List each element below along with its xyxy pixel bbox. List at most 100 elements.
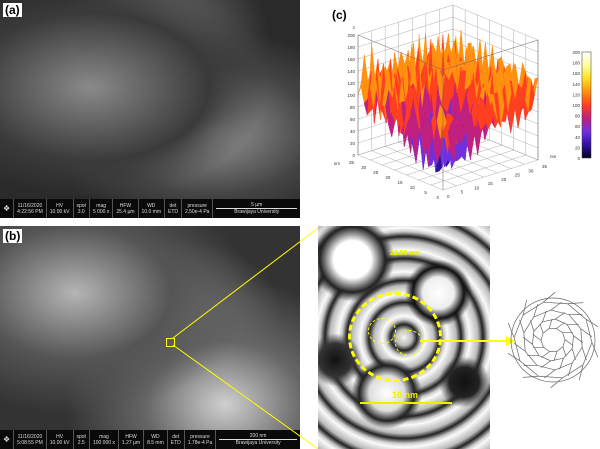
small-dashed-circle-2	[395, 330, 423, 356]
grid-line	[442, 159, 539, 191]
fullerene-c60-icon	[508, 291, 598, 389]
mag-label: mag	[99, 433, 109, 440]
y-tick-label: 25	[515, 173, 521, 178]
y-tick-label: 10	[474, 185, 480, 190]
grid-line	[357, 154, 444, 191]
x-tick-label: 25	[373, 170, 379, 175]
y-axis-label: nm	[550, 154, 557, 159]
wd: 8.5 mm	[147, 439, 164, 446]
colorbar-tick-label: 120	[572, 92, 580, 97]
panel-label-b: (b)	[3, 229, 23, 243]
z-tick-label: 200	[347, 33, 355, 38]
y-tick-label: 20	[501, 177, 507, 182]
x-tick-label: 30	[361, 165, 367, 170]
colorbar-tick-label: 60	[575, 124, 581, 129]
z-axis-label: z	[353, 25, 356, 30]
hfw-label: HFW	[119, 202, 132, 209]
det: ETD	[167, 208, 178, 215]
zoom-top-text: 22.50 nm	[390, 250, 420, 257]
mag-label: mag	[96, 202, 107, 209]
z-tick-label: 0	[352, 153, 355, 158]
det: ETD	[170, 439, 181, 446]
pressure-label: pressure	[187, 202, 207, 209]
colorbar-tick-label: 160	[572, 71, 580, 76]
grid-line	[385, 146, 471, 182]
date: 11/16/2020	[17, 202, 43, 209]
colorbar-tick-label: 180	[572, 61, 580, 66]
institution: Brawijaya University	[235, 440, 281, 446]
scale-bar-label: 200 nm	[219, 433, 297, 440]
x-tick-label: 0	[436, 195, 439, 200]
pressure: 2.50e-4 Pa	[184, 208, 210, 215]
spot-label: spot	[76, 433, 86, 440]
grid-line	[418, 149, 514, 181]
hv-label: HV	[56, 202, 64, 209]
panel-c: (c) 0 20 40 60 80 100 120 140 160 180 200 z 0 5 10 15 20…	[318, 0, 600, 210]
hfw: 25.4 µm	[116, 208, 135, 215]
colorbar-tick-label: 100	[572, 103, 580, 108]
wd: 10.0 mm	[141, 208, 161, 215]
y-tick-label: 0	[447, 194, 450, 199]
det-label: det	[172, 433, 180, 440]
z-tick-label: 80	[350, 105, 356, 110]
fei-logo-icon: ❖	[0, 430, 15, 449]
panel-label-c: (c)	[332, 8, 347, 22]
z-tick-label: 180	[347, 45, 355, 50]
scale-bar-label: 5 µm	[216, 202, 297, 209]
hv: 10.00 kV	[49, 439, 70, 446]
time: 4:22:56 PM	[17, 208, 43, 215]
mag: 5 000 x	[92, 208, 110, 215]
zoom-region-box	[166, 338, 175, 347]
y-tick-label: 30	[528, 168, 534, 173]
det-label: det	[169, 202, 177, 209]
x-tick-label: 5	[424, 190, 427, 195]
y-tick-label: 5	[461, 190, 464, 195]
zoom-line-bottom	[172, 344, 319, 449]
z-tick-label: 140	[347, 69, 355, 74]
date: 11/16/2020	[17, 433, 43, 440]
wd-label: WD	[151, 433, 160, 440]
box-edge	[357, 34, 444, 71]
pressure-label: pressure	[190, 433, 210, 440]
z-tick-label: 40	[350, 129, 356, 134]
pressure: 1.78e-4 Pa	[187, 439, 213, 446]
large-dashed-circle	[348, 292, 442, 382]
z-tick-label: 100	[347, 93, 355, 98]
x-axis-label: nm	[334, 161, 341, 166]
time: 5:08:55 PM	[17, 439, 43, 446]
hfw-label: HFW	[125, 433, 137, 440]
y-tick-label: 15	[488, 181, 494, 186]
colorbar	[581, 51, 592, 159]
colorbar-tick-label: 140	[572, 82, 580, 87]
surface-plot: 020406080100120140160180200z051015202530…	[334, 4, 592, 200]
institution: Brawijaya University	[234, 209, 280, 215]
arrow-to-fullerene	[420, 336, 515, 346]
box-edge	[442, 39, 539, 71]
scale-bar-10nm	[360, 402, 452, 404]
colorbar-tick-label: 0	[577, 156, 580, 161]
small-dashed-circle-1	[368, 318, 396, 344]
x-tick-label: 20	[385, 175, 391, 180]
hv: 10.00 kV	[49, 208, 70, 215]
wd-label: WD	[147, 202, 156, 209]
sem-image-a: (a) ❖ 11/16/2020 4:22:56 PM HV 10.00 kV sp…	[0, 0, 300, 218]
zoomed-tem-image: 22.50 nm 10 nm	[318, 226, 490, 449]
panel-label-a: (a)	[3, 3, 22, 17]
sem-image-b: (b) ❖ 11/16/2020 5:08:55 PM HV 10.00 kV sp…	[0, 226, 300, 449]
colorbar-tick-label: 40	[575, 135, 581, 140]
x-tick-label: 10	[410, 185, 416, 190]
spot-label: spot	[76, 202, 86, 209]
z-tick-label: 60	[350, 117, 356, 122]
colorbar-tick-label: 200	[572, 50, 580, 55]
spot: 3.0	[77, 208, 85, 215]
y-tick-label: 35	[542, 164, 548, 169]
zoom-line-top	[172, 227, 319, 339]
grid-line	[430, 154, 526, 186]
z-tick-label: 20	[350, 141, 356, 146]
sem-info-bar-a: ❖ 11/16/2020 4:22:56 PM HV 10.00 kV spot 3.…	[0, 199, 300, 218]
grid-line	[371, 150, 457, 186]
spot: 2.5	[77, 439, 85, 446]
x-tick-label: 35	[349, 160, 355, 165]
fei-logo-icon: ❖	[0, 199, 15, 218]
